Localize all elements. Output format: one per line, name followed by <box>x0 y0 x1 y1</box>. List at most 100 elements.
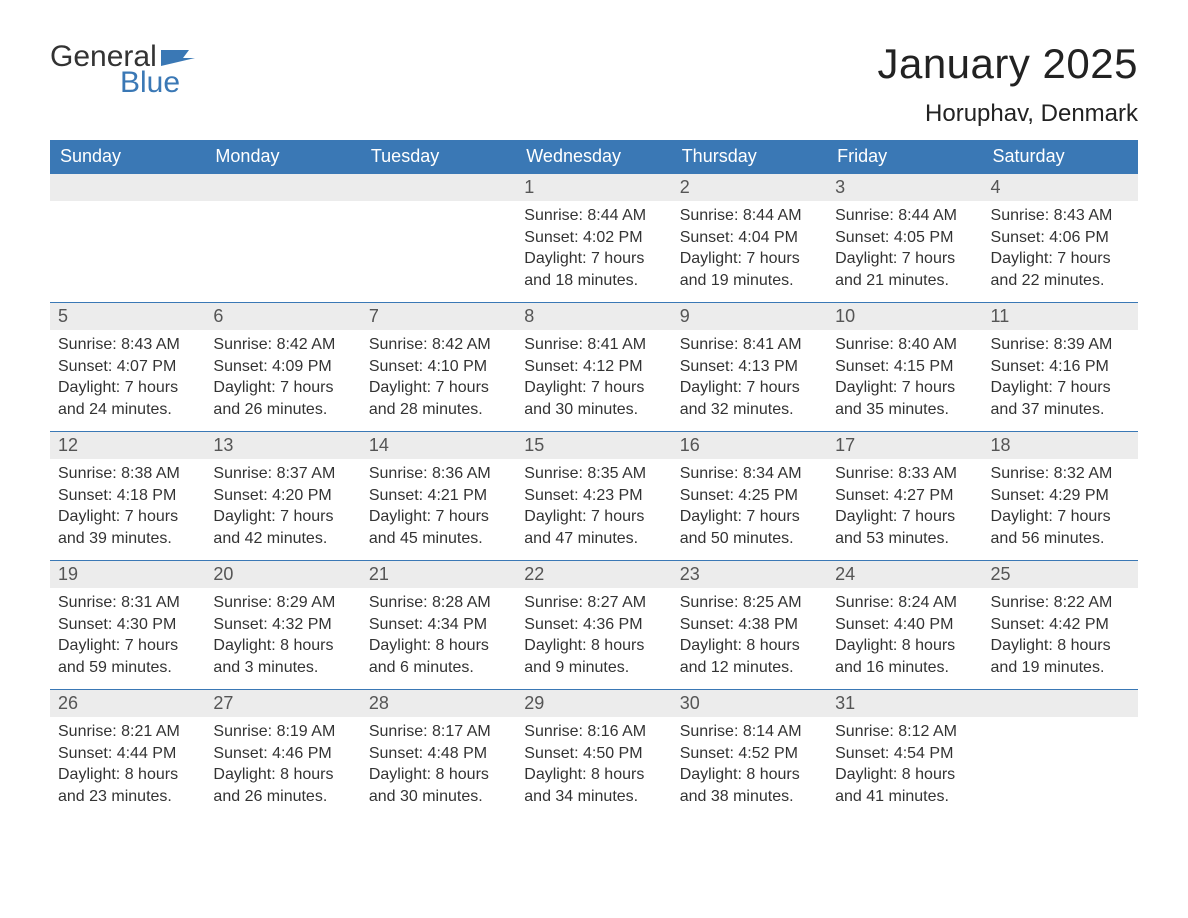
day-daylight2: and 45 minutes. <box>369 528 508 550</box>
logo: General Blue <box>50 40 195 100</box>
day-daylight1: Daylight: 7 hours <box>213 377 352 399</box>
week-row: 1Sunrise: 8:44 AMSunset: 4:02 PMDaylight… <box>50 173 1138 302</box>
day-number: 28 <box>361 690 516 717</box>
day-number: 5 <box>50 303 205 330</box>
weekday-header: Wednesday <box>516 140 671 173</box>
day-daylight1: Daylight: 8 hours <box>835 764 974 786</box>
day-body: Sunrise: 8:27 AMSunset: 4:36 PMDaylight:… <box>516 588 671 686</box>
day-number: 11 <box>983 303 1138 330</box>
day-sunrise: Sunrise: 8:21 AM <box>58 721 197 743</box>
day-sunrise: Sunrise: 8:43 AM <box>58 334 197 356</box>
day-cell: 21Sunrise: 8:28 AMSunset: 4:34 PMDayligh… <box>361 561 516 689</box>
day-sunrise: Sunrise: 8:39 AM <box>991 334 1130 356</box>
day-daylight1: Daylight: 7 hours <box>369 377 508 399</box>
day-cell: 14Sunrise: 8:36 AMSunset: 4:21 PMDayligh… <box>361 432 516 560</box>
day-daylight1: Daylight: 7 hours <box>213 506 352 528</box>
day-sunset: Sunset: 4:13 PM <box>680 356 819 378</box>
day-daylight2: and 39 minutes. <box>58 528 197 550</box>
day-cell: 29Sunrise: 8:16 AMSunset: 4:50 PMDayligh… <box>516 690 671 818</box>
day-sunset: Sunset: 4:04 PM <box>680 227 819 249</box>
weekday-header: Friday <box>827 140 982 173</box>
day-number: 8 <box>516 303 671 330</box>
day-daylight2: and 32 minutes. <box>680 399 819 421</box>
day-cell: 26Sunrise: 8:21 AMSunset: 4:44 PMDayligh… <box>50 690 205 818</box>
day-sunrise: Sunrise: 8:43 AM <box>991 205 1130 227</box>
day-cell <box>50 174 205 302</box>
day-daylight1: Daylight: 7 hours <box>58 377 197 399</box>
title-block: January 2025 Horuphav, Denmark <box>877 40 1138 128</box>
day-cell <box>983 690 1138 818</box>
day-sunrise: Sunrise: 8:41 AM <box>524 334 663 356</box>
day-sunrise: Sunrise: 8:44 AM <box>835 205 974 227</box>
day-daylight2: and 24 minutes. <box>58 399 197 421</box>
day-cell: 24Sunrise: 8:24 AMSunset: 4:40 PMDayligh… <box>827 561 982 689</box>
day-cell: 20Sunrise: 8:29 AMSunset: 4:32 PMDayligh… <box>205 561 360 689</box>
day-number: 18 <box>983 432 1138 459</box>
day-body: Sunrise: 8:32 AMSunset: 4:29 PMDaylight:… <box>983 459 1138 557</box>
day-daylight2: and 53 minutes. <box>835 528 974 550</box>
day-body: Sunrise: 8:41 AMSunset: 4:13 PMDaylight:… <box>672 330 827 428</box>
day-sunset: Sunset: 4:02 PM <box>524 227 663 249</box>
empty-day <box>205 174 360 201</box>
week-row: 19Sunrise: 8:31 AMSunset: 4:30 PMDayligh… <box>50 560 1138 689</box>
calendar: SundayMondayTuesdayWednesdayThursdayFrid… <box>50 140 1138 818</box>
day-number: 31 <box>827 690 982 717</box>
day-sunset: Sunset: 4:29 PM <box>991 485 1130 507</box>
day-number: 7 <box>361 303 516 330</box>
day-sunrise: Sunrise: 8:34 AM <box>680 463 819 485</box>
day-cell: 5Sunrise: 8:43 AMSunset: 4:07 PMDaylight… <box>50 303 205 431</box>
day-sunrise: Sunrise: 8:31 AM <box>58 592 197 614</box>
day-daylight1: Daylight: 7 hours <box>835 506 974 528</box>
day-body: Sunrise: 8:28 AMSunset: 4:34 PMDaylight:… <box>361 588 516 686</box>
day-number: 25 <box>983 561 1138 588</box>
day-daylight2: and 21 minutes. <box>835 270 974 292</box>
day-daylight2: and 34 minutes. <box>524 786 663 808</box>
day-body: Sunrise: 8:33 AMSunset: 4:27 PMDaylight:… <box>827 459 982 557</box>
day-number: 9 <box>672 303 827 330</box>
day-daylight2: and 56 minutes. <box>991 528 1130 550</box>
day-cell: 15Sunrise: 8:35 AMSunset: 4:23 PMDayligh… <box>516 432 671 560</box>
day-daylight1: Daylight: 7 hours <box>680 506 819 528</box>
day-sunset: Sunset: 4:36 PM <box>524 614 663 636</box>
day-daylight2: and 35 minutes. <box>835 399 974 421</box>
day-body: Sunrise: 8:42 AMSunset: 4:10 PMDaylight:… <box>361 330 516 428</box>
day-sunset: Sunset: 4:52 PM <box>680 743 819 765</box>
day-sunset: Sunset: 4:44 PM <box>58 743 197 765</box>
day-cell: 22Sunrise: 8:27 AMSunset: 4:36 PMDayligh… <box>516 561 671 689</box>
day-daylight1: Daylight: 7 hours <box>524 377 663 399</box>
location-label: Horuphav, Denmark <box>877 100 1138 128</box>
day-sunrise: Sunrise: 8:42 AM <box>213 334 352 356</box>
day-sunrise: Sunrise: 8:40 AM <box>835 334 974 356</box>
day-sunset: Sunset: 4:27 PM <box>835 485 974 507</box>
day-sunrise: Sunrise: 8:33 AM <box>835 463 974 485</box>
day-daylight1: Daylight: 8 hours <box>835 635 974 657</box>
day-daylight2: and 41 minutes. <box>835 786 974 808</box>
day-daylight1: Daylight: 7 hours <box>991 506 1130 528</box>
day-cell: 8Sunrise: 8:41 AMSunset: 4:12 PMDaylight… <box>516 303 671 431</box>
day-daylight1: Daylight: 8 hours <box>680 764 819 786</box>
day-body: Sunrise: 8:40 AMSunset: 4:15 PMDaylight:… <box>827 330 982 428</box>
day-body: Sunrise: 8:41 AMSunset: 4:12 PMDaylight:… <box>516 330 671 428</box>
day-cell: 28Sunrise: 8:17 AMSunset: 4:48 PMDayligh… <box>361 690 516 818</box>
empty-day <box>50 174 205 201</box>
weekday-header-row: SundayMondayTuesdayWednesdayThursdayFrid… <box>50 140 1138 173</box>
day-sunset: Sunset: 4:18 PM <box>58 485 197 507</box>
day-cell: 10Sunrise: 8:40 AMSunset: 4:15 PMDayligh… <box>827 303 982 431</box>
day-number: 3 <box>827 174 982 201</box>
day-sunrise: Sunrise: 8:19 AM <box>213 721 352 743</box>
day-sunrise: Sunrise: 8:27 AM <box>524 592 663 614</box>
day-sunset: Sunset: 4:21 PM <box>369 485 508 507</box>
day-daylight2: and 19 minutes. <box>991 657 1130 679</box>
day-sunset: Sunset: 4:34 PM <box>369 614 508 636</box>
week-row: 5Sunrise: 8:43 AMSunset: 4:07 PMDaylight… <box>50 302 1138 431</box>
day-body: Sunrise: 8:25 AMSunset: 4:38 PMDaylight:… <box>672 588 827 686</box>
day-daylight2: and 28 minutes. <box>369 399 508 421</box>
day-daylight1: Daylight: 7 hours <box>58 635 197 657</box>
day-body: Sunrise: 8:16 AMSunset: 4:50 PMDaylight:… <box>516 717 671 815</box>
day-number: 2 <box>672 174 827 201</box>
day-body: Sunrise: 8:44 AMSunset: 4:04 PMDaylight:… <box>672 201 827 299</box>
day-daylight2: and 12 minutes. <box>680 657 819 679</box>
weekday-header: Monday <box>205 140 360 173</box>
day-daylight2: and 16 minutes. <box>835 657 974 679</box>
day-sunrise: Sunrise: 8:22 AM <box>991 592 1130 614</box>
